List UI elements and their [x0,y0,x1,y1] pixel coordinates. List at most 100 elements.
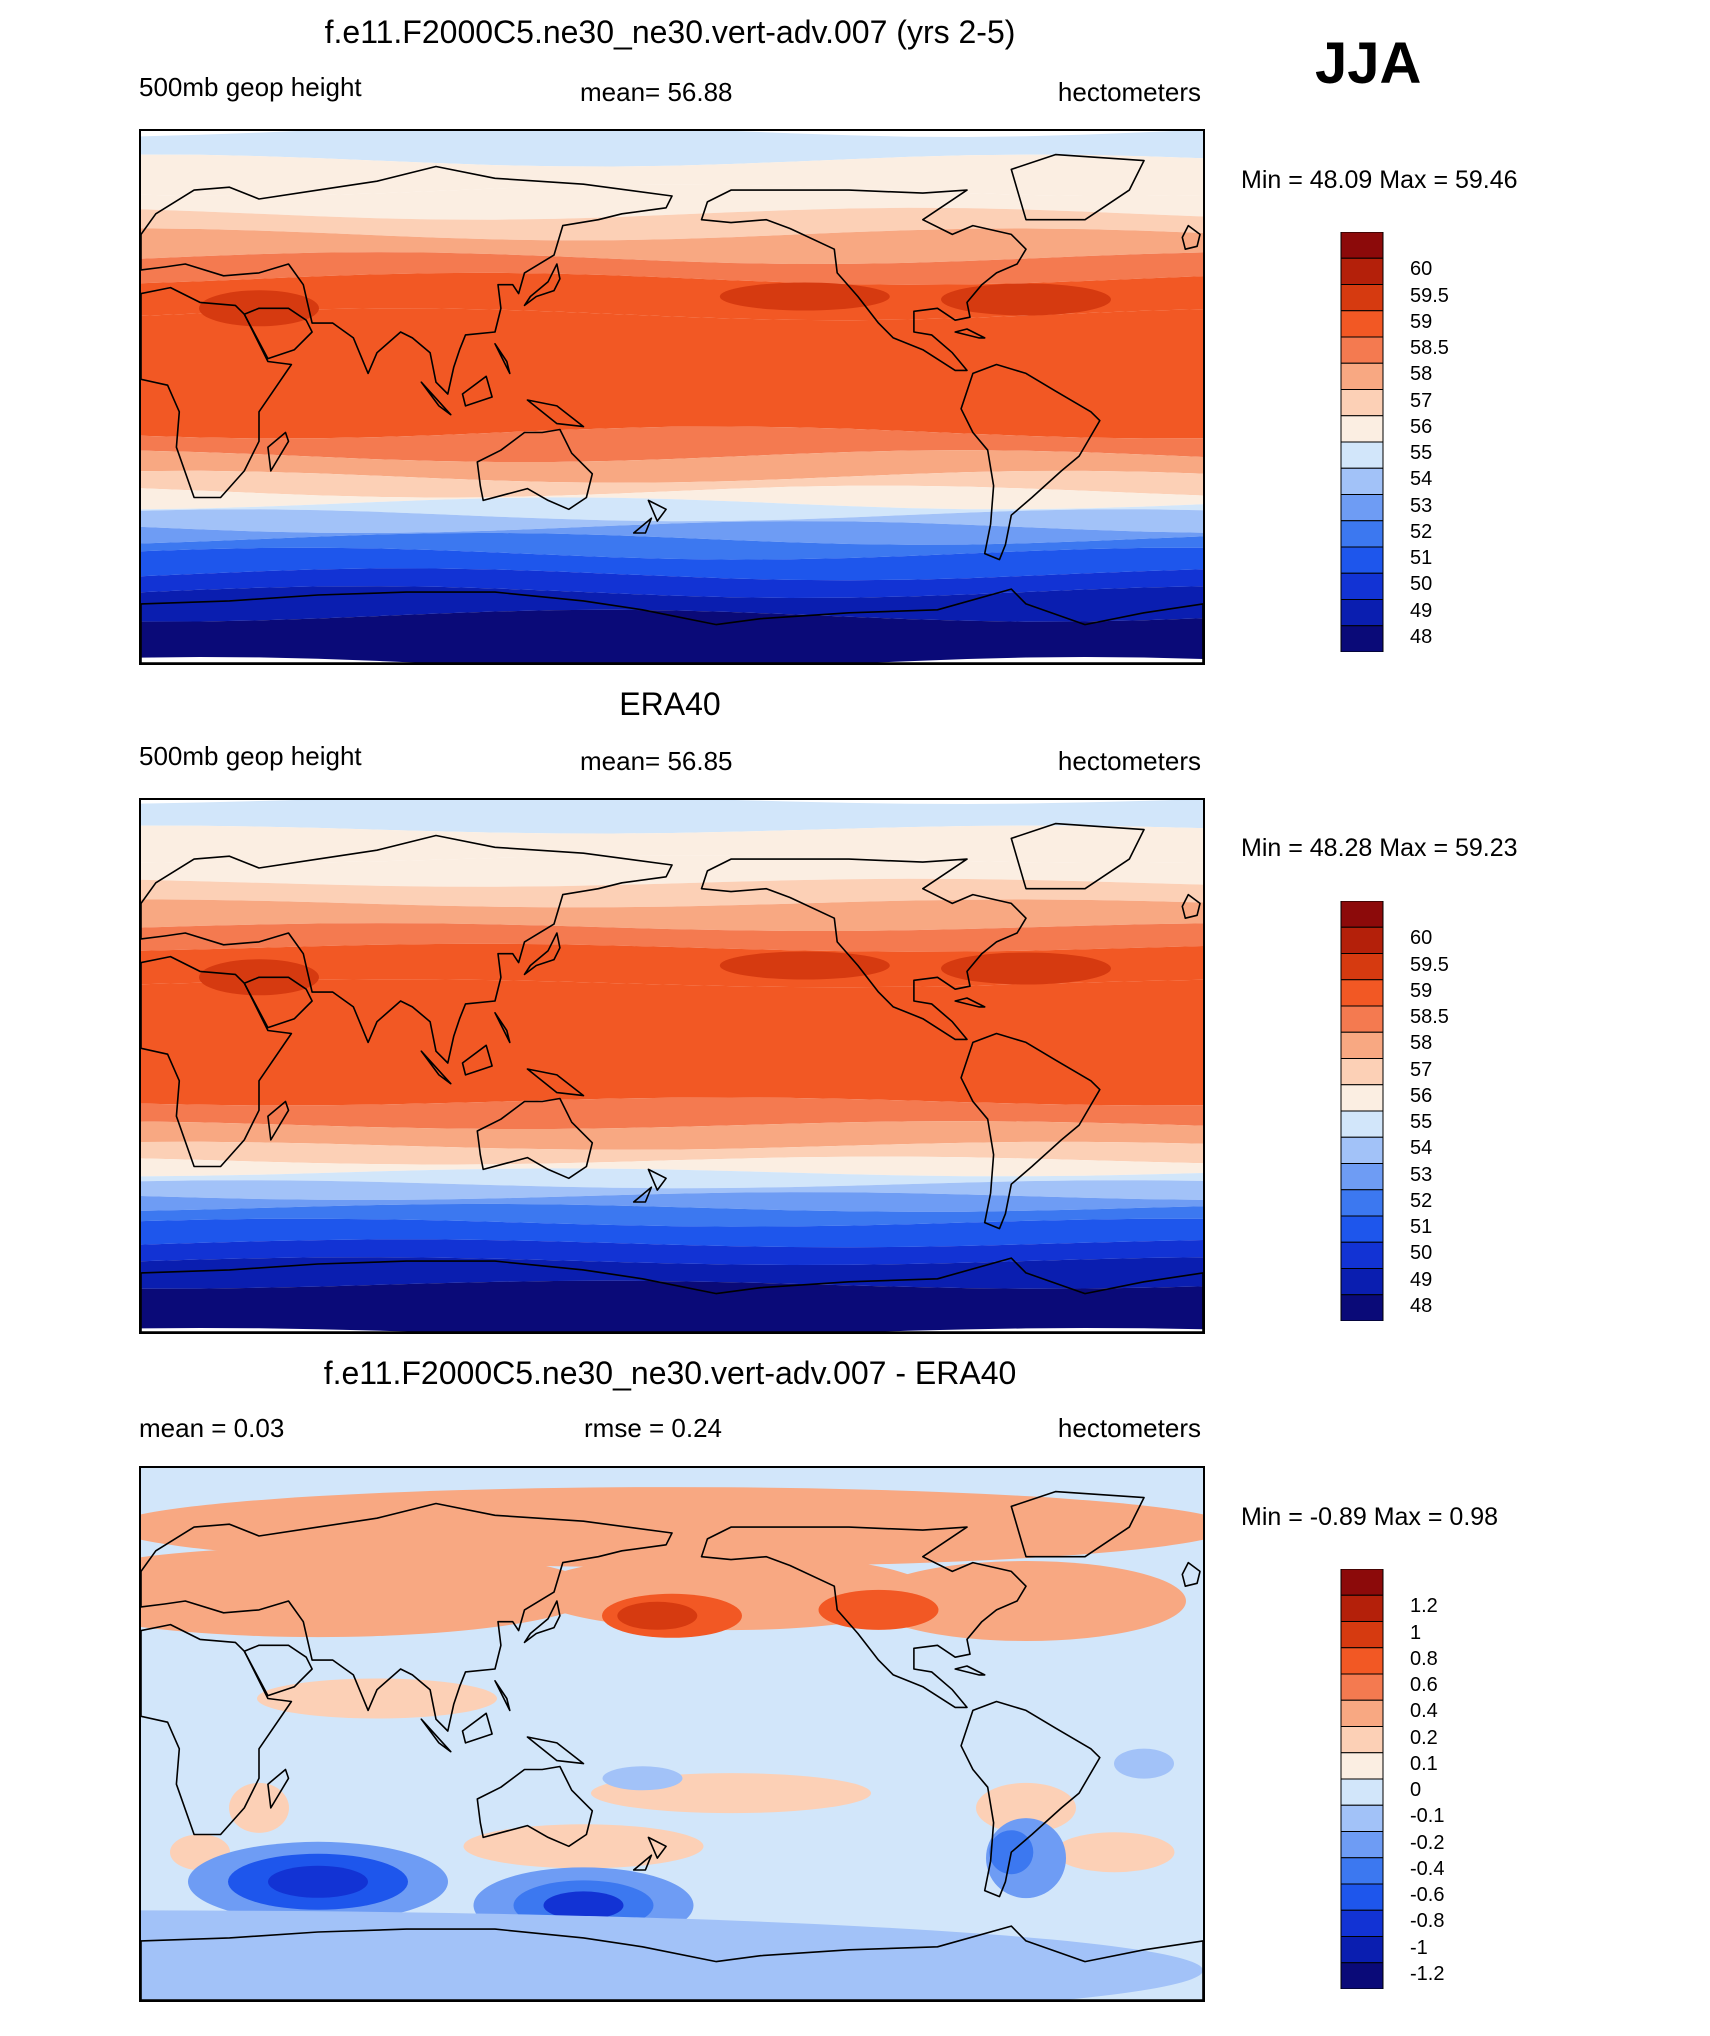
colorbar-label: 56 [1410,415,1433,438]
colorbar-label: 49 [1410,599,1433,622]
contour-band [141,1218,1203,1248]
colorbar-label: 0.8 [1410,1647,1438,1670]
coastline [461,1712,493,1744]
coastline [141,165,673,395]
coastline [647,1836,667,1859]
coastline [141,1502,673,1732]
colorbar-label: 59 [1410,979,1433,1002]
colorbar-swatch [1340,284,1384,312]
coastline [461,1044,493,1076]
contour-band [141,184,1203,220]
colorbar-swatch [1340,1778,1384,1806]
colorbar-label: 1 [1410,1621,1422,1644]
coastline [141,834,673,1064]
colorbar-swatch [1340,336,1384,364]
season-label: JJA [1315,31,1422,96]
coastline [1181,224,1201,250]
colorbar-swatch [1340,1726,1384,1754]
coastline [476,1765,594,1848]
colorbar-swatch [1340,1136,1384,1164]
coastline [700,189,1027,372]
colorbar-swatch [1340,1005,1384,1033]
colorbar-label: 59.5 [1410,284,1449,307]
coastline [954,1665,986,1676]
contour-band [141,450,1203,483]
coastline [632,1186,653,1203]
colorbar-label: 57 [1410,1058,1433,1081]
coastline [1010,822,1145,890]
colorbar-label: 49 [1410,1268,1433,1291]
coastline [960,1700,1101,1898]
coastline [267,1100,290,1141]
contour-blob [1114,1748,1174,1779]
colorbar-swatch [1340,572,1384,600]
colorbar-swatch [1340,1909,1384,1937]
panel3-rmse-label: rmse = 0.24 [584,1413,723,1443]
contour-band [141,1180,1203,1200]
colorbar-swatch [1340,1857,1384,1885]
coastline [420,1050,452,1085]
colorbar-label: 58 [1410,363,1433,386]
colorbar-swatch [1340,1647,1384,1675]
coastline [420,1718,452,1753]
contour-blob [463,1824,704,1869]
coastline [960,1032,1101,1230]
contour-band [141,609,1203,663]
colorbar-swatch [1340,257,1384,285]
contour-band [141,509,1203,533]
panel2-map [139,798,1205,1334]
coastline [647,499,667,522]
colorbar-swatch [1340,362,1384,390]
contour-blob [268,1865,368,1898]
colorbar-swatch [1340,1569,1384,1596]
colorbar-label: 58 [1410,1032,1433,1055]
colorbar-swatch [1340,1883,1384,1911]
panel3-units-label: hectometers [1057,1413,1201,1443]
colorbar-swatch [1340,1673,1384,1701]
coastline [526,1068,585,1097]
contour-band [141,899,1203,931]
coastline [461,375,493,407]
colorbar-swatch [1340,1215,1384,1243]
contour-band [141,1203,1203,1227]
coastline [960,363,1101,561]
contour-blob [719,282,890,311]
coastline [1181,1561,1201,1587]
contour-band [141,1156,1203,1177]
contour-band [141,207,1203,241]
panel2-minmax: Min = 48.28 Max = 59.23 [1241,834,1518,862]
colorbar-swatch [1340,979,1384,1007]
contour-blob [141,1547,598,1638]
colorbar-label: 56 [1410,1084,1433,1107]
contour-band [141,252,1203,285]
colorbar-swatch [1340,494,1384,522]
contour-band [141,131,1203,167]
contour-band [141,1168,1203,1189]
colorbar-swatch [1340,441,1384,469]
colorbar-swatch [1340,310,1384,338]
contour-blob [602,1766,683,1791]
contour-band [141,878,1203,908]
coastline [526,1736,585,1765]
panel1-title: f.e11.F2000C5.ne30_ne30.vert-adv.007 (yr… [324,14,1016,50]
colorbar-label: -0.4 [1410,1857,1445,1880]
colorbar-label: -0.2 [1410,1831,1445,1854]
coastline [954,328,986,339]
panel2-colorbar [1340,901,1384,1321]
contour-band [141,1239,1203,1265]
colorbar-label: 50 [1410,1242,1433,1265]
panel3-mean-label: mean = 0.03 [139,1413,285,1443]
coastline [1181,893,1201,919]
colorbar-label: -0.6 [1410,1884,1445,1906]
colorbar-swatch [1340,1058,1384,1086]
contour-blob [719,951,890,980]
contour-band [141,1141,1203,1165]
panel3-map [139,1466,1205,2002]
colorbar-swatch [1340,1699,1384,1727]
colorbar-label: 51 [1410,1216,1433,1238]
colorbar-label: 60 [1410,927,1433,950]
coastline [494,1680,511,1712]
colorbar-label: 0.2 [1410,1726,1438,1749]
coastline [647,1168,667,1191]
colorbar-label: 59 [1410,310,1433,333]
